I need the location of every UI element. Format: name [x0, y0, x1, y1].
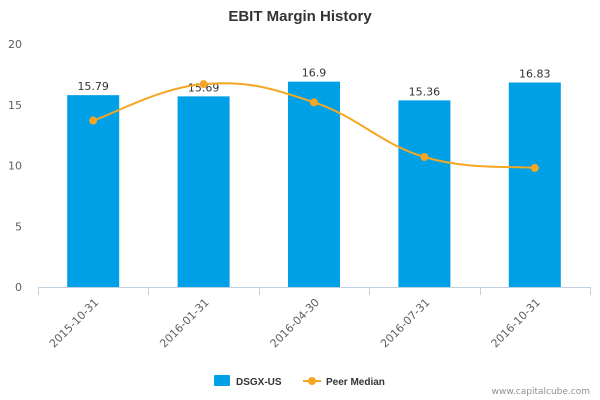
- peer-median-point[interactable]: [89, 116, 98, 125]
- y-axis: 0 5 10 15 20: [8, 38, 22, 294]
- x-tick-label: 2016-04-30: [268, 296, 322, 350]
- bar[interactable]: [508, 82, 561, 287]
- bar[interactable]: [288, 81, 340, 287]
- x-tick-label: 2016-01-31: [157, 296, 211, 350]
- peer-median-point[interactable]: [199, 80, 208, 89]
- bar-series: [67, 81, 561, 288]
- bar-data-label: 16.83: [519, 68, 551, 81]
- y-tick-label: 15: [8, 99, 22, 112]
- peer-median-point[interactable]: [310, 98, 318, 107]
- bar[interactable]: [398, 100, 451, 287]
- legend-dot-swatch: [308, 377, 316, 385]
- legend-bar-swatch: [214, 375, 230, 386]
- y-tick-label: 0: [15, 281, 22, 294]
- peer-median-point[interactable]: [420, 152, 429, 161]
- bar[interactable]: [177, 96, 230, 287]
- peer-median-point[interactable]: [530, 163, 539, 172]
- x-tick-label: 2016-07-31: [378, 296, 432, 350]
- bar-data-label: 15.79: [77, 80, 109, 93]
- y-tick-label: 5: [15, 220, 22, 233]
- y-tick-label: 10: [8, 160, 22, 173]
- bar-data-label: 16.9: [302, 67, 327, 80]
- legend-label-dsgx: DSGX-US: [236, 377, 282, 388]
- x-tick-label: 2015-10-31: [47, 296, 101, 350]
- x-axis: 2015-10-31 2016-01-31 2016-04-30 2016-07-31…: [38, 287, 591, 350]
- chart-title: EBIT Margin History: [228, 8, 372, 25]
- peer-median-series: [89, 80, 539, 172]
- bar[interactable]: [67, 95, 120, 288]
- legend: DSGX-US Peer Median: [214, 375, 385, 388]
- credit-text: www.capitalcube.com: [492, 387, 590, 397]
- bar-data-label: 15.36: [409, 85, 441, 98]
- legend-item-dsgx[interactable]: DSGX-US: [214, 375, 282, 388]
- x-tick-label: 2016-10-31: [489, 296, 543, 350]
- legend-item-peer-median[interactable]: Peer Median: [303, 377, 385, 388]
- y-tick-label: 20: [8, 38, 22, 51]
- legend-label-peer-median: Peer Median: [326, 377, 385, 388]
